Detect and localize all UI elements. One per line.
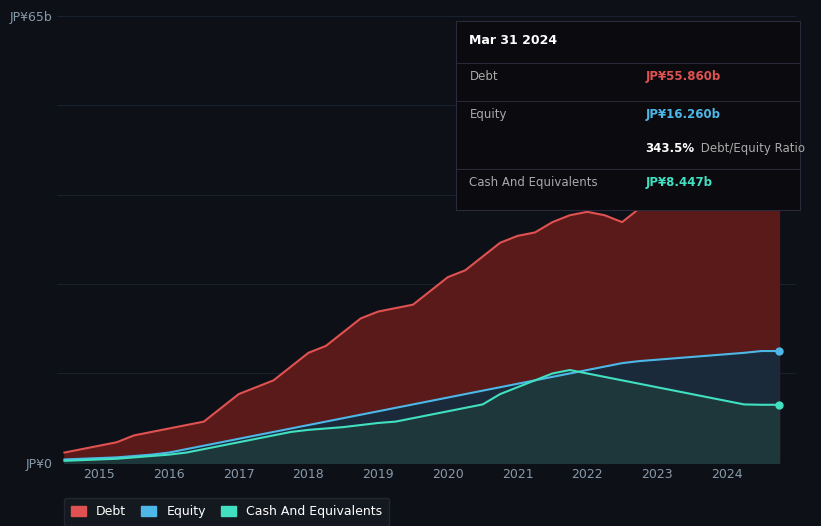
Text: Debt: Debt (470, 70, 498, 83)
Text: Mar 31 2024: Mar 31 2024 (470, 34, 557, 47)
Text: JP¥16.260b: JP¥16.260b (645, 108, 720, 121)
Legend: Debt, Equity, Cash And Equivalents: Debt, Equity, Cash And Equivalents (64, 498, 389, 526)
Text: Equity: Equity (470, 108, 507, 121)
Text: Debt/Equity Ratio: Debt/Equity Ratio (697, 142, 805, 155)
Text: JP¥55.860b: JP¥55.860b (645, 70, 721, 83)
Text: Cash And Equivalents: Cash And Equivalents (470, 176, 598, 189)
Text: JP¥8.447b: JP¥8.447b (645, 176, 713, 189)
Text: 343.5%: 343.5% (645, 142, 695, 155)
